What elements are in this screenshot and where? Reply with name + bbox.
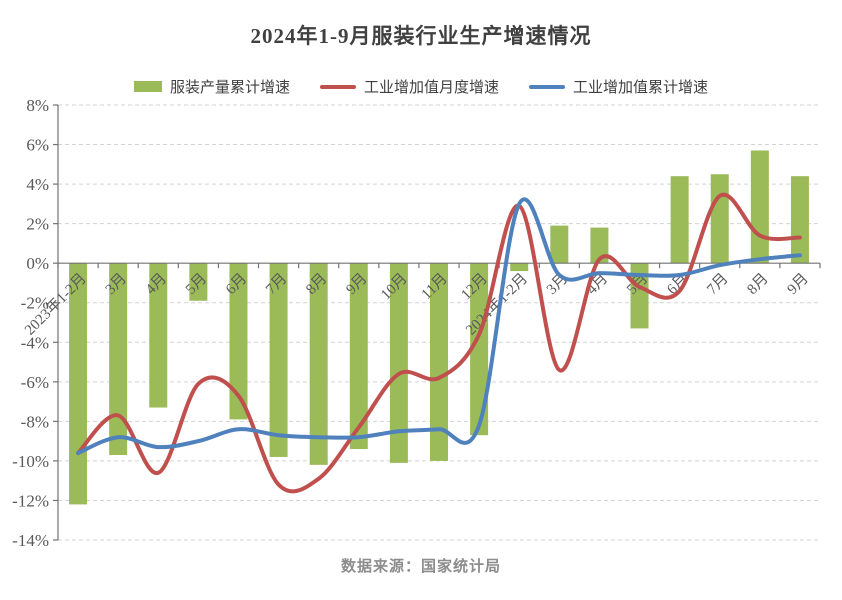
bar <box>389 263 408 463</box>
y-axis-label: 2% <box>26 215 49 234</box>
y-axis-label: 0% <box>26 254 49 273</box>
line-monthly-growth <box>76 192 802 494</box>
x-axis-label: 9月 <box>785 271 812 298</box>
legend-line-swatch-icon <box>319 84 356 89</box>
legend-label: 服装产量累计增速 <box>169 80 290 96</box>
y-axis-label: -4% <box>21 333 49 352</box>
bar <box>750 150 769 264</box>
bar <box>710 174 729 264</box>
bar <box>69 263 88 505</box>
bar <box>149 263 168 408</box>
y-axis-label: 8% <box>26 96 49 115</box>
x-axis-label: 7月 <box>704 271 731 298</box>
legend-item-monthly-growth: 工业增加值月度增速 <box>319 76 499 97</box>
bar <box>550 225 569 264</box>
legend-label: 工业增加值月度增速 <box>363 80 499 96</box>
y-axis-label: -8% <box>21 412 49 431</box>
bar <box>269 263 288 457</box>
bar <box>670 176 689 264</box>
legend-line-swatch-icon <box>529 84 565 89</box>
bar <box>430 263 448 461</box>
legend-item-cumulative-growth: 工业增加值累计增速 <box>529 76 708 97</box>
bar <box>510 263 529 272</box>
bar <box>109 263 128 455</box>
chart-legend: 服装产量累计增速 工业增加值月度增速 工业增加值累计增速 <box>0 76 842 97</box>
bar <box>309 263 328 465</box>
y-axis-label: 6% <box>26 136 49 155</box>
chart-title: 2024年1-9月服装行业生产增速情况 <box>250 24 592 48</box>
y-axis-label: -2% <box>21 294 49 313</box>
y-axis-label: 4% <box>26 175 49 194</box>
x-axis-label: 8月 <box>744 271 771 298</box>
bar <box>189 263 208 301</box>
y-axis-label: -14% <box>12 531 49 550</box>
y-axis-label: -10% <box>12 452 49 471</box>
data-source-note: 数据来源：国家统计局 <box>340 559 501 575</box>
legend-label: 工业增加值累计增速 <box>573 80 709 96</box>
y-axis-label: -6% <box>21 373 49 392</box>
legend-item-apparel-output: 服装产量累计增速 <box>133 76 290 97</box>
bar <box>630 263 649 329</box>
line-cumulative-growth <box>76 197 802 455</box>
bar <box>229 263 248 420</box>
bar <box>470 263 489 436</box>
legend-bar-swatch-icon <box>133 81 162 92</box>
bar <box>790 176 809 264</box>
bar <box>349 263 368 450</box>
y-axis-label: -12% <box>12 491 49 510</box>
